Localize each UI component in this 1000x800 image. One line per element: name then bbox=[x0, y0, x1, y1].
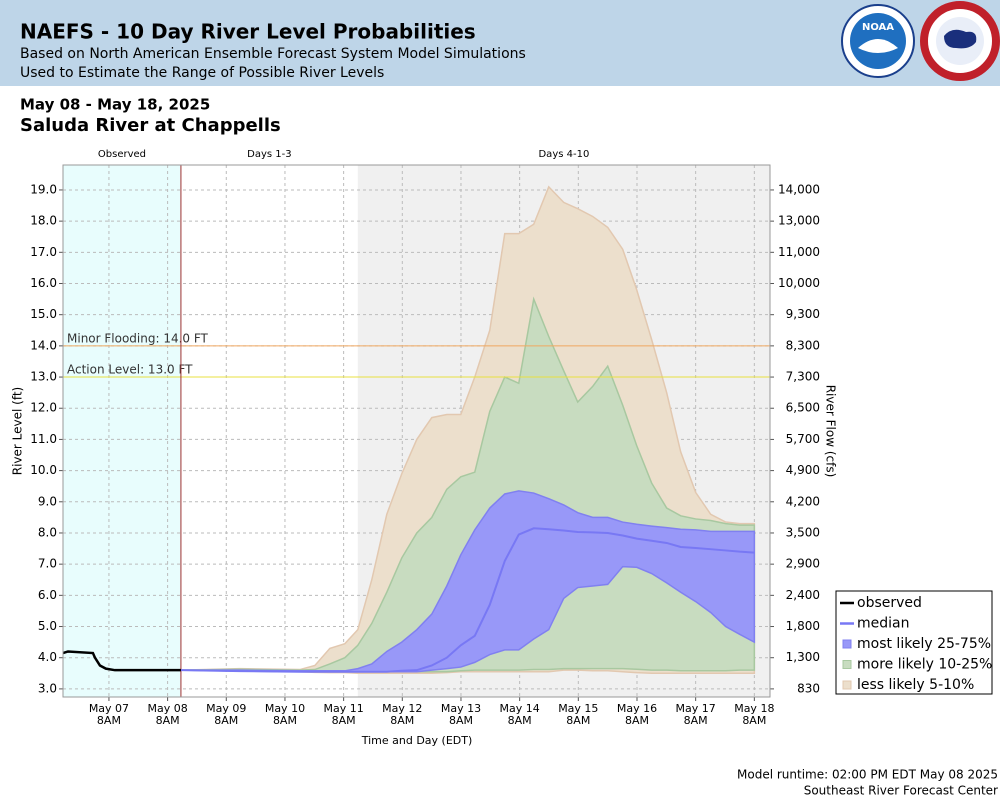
y2-tick-label: 11,000 bbox=[778, 245, 820, 259]
legend-label: median bbox=[857, 616, 909, 632]
header-subtitle: Used to Estimate the Range of Possible R… bbox=[20, 65, 384, 81]
noaa-bird bbox=[858, 39, 898, 53]
y-tick-label: 6.0 bbox=[38, 588, 57, 602]
x-tick-time: 8AM bbox=[390, 714, 414, 727]
y-tick-label: 8.0 bbox=[38, 525, 57, 539]
x-axis-title: Time and Day (EDT) bbox=[361, 734, 473, 747]
y2-tick-label: 13,000 bbox=[778, 214, 820, 228]
date-range: May 08 - May 18, 2025 bbox=[20, 96, 210, 114]
y2-tick-label: 830 bbox=[797, 681, 820, 695]
median-line bbox=[180, 527, 755, 673]
station-title: Saluda River at Chappells bbox=[20, 115, 281, 136]
y-tick-label: 7.0 bbox=[38, 557, 57, 571]
y-tick-label: 18.0 bbox=[30, 214, 57, 228]
x-tick-label: May 16 bbox=[617, 702, 657, 715]
x-tick-time: 8AM bbox=[742, 714, 766, 727]
y2-tick-label: 6,500 bbox=[786, 401, 820, 415]
legend-label: observed bbox=[857, 595, 922, 611]
x-tick-label: May 12 bbox=[382, 702, 422, 715]
plot: Observed Days 1-3 Days 4-10 3.0 830 4.0 1,300 5… bbox=[30, 149, 993, 727]
nws-cloud bbox=[944, 29, 977, 49]
x-tick-label: May 15 bbox=[558, 702, 598, 715]
x-tick-time: 8AM bbox=[684, 714, 708, 727]
noaa-logo-text: NOAA bbox=[862, 22, 894, 33]
threshold-label: Action Level: 13.0 FT bbox=[67, 363, 193, 377]
y2-tick-label: 14,000 bbox=[778, 182, 820, 196]
y-tick-label: 16.0 bbox=[30, 276, 57, 290]
observed-line bbox=[62, 650, 181, 672]
y2-tick-label: 10,000 bbox=[778, 276, 820, 290]
y2-tick-label: 2,900 bbox=[786, 557, 820, 571]
x-tick-label: May 07 bbox=[89, 702, 129, 715]
period-label: Days 4-10 bbox=[538, 149, 589, 160]
x-tick-time: 8AM bbox=[214, 714, 238, 727]
y-tick-label: 15.0 bbox=[30, 307, 57, 321]
y2-tick-label: 4,900 bbox=[786, 463, 820, 477]
y-tick-label: 10.0 bbox=[30, 463, 57, 477]
period-background bbox=[180, 165, 358, 697]
y-tick-label: 3.0 bbox=[38, 681, 57, 695]
y2-tick-label: 5,700 bbox=[786, 432, 820, 446]
y2-tick-label: 1,800 bbox=[786, 619, 820, 633]
y-axis-title: River Level (ft) bbox=[11, 387, 25, 475]
probability-band bbox=[180, 490, 756, 673]
threshold-label: Minor Flooding: 14.0 FT bbox=[67, 331, 209, 345]
y2-tick-label: 4,200 bbox=[786, 494, 820, 508]
y-tick-label: 14.0 bbox=[30, 338, 57, 352]
x-tick-label: May 14 bbox=[500, 702, 540, 715]
y-tick-label: 9.0 bbox=[38, 494, 57, 508]
y-tick-label: 5.0 bbox=[38, 619, 57, 633]
y-tick-label: 17.0 bbox=[30, 245, 57, 259]
x-tick-time: 8AM bbox=[332, 714, 356, 727]
y2-axis-title: River Flow (cfs) bbox=[824, 385, 838, 478]
legend-swatch bbox=[842, 660, 852, 669]
y-tick-label: 12.0 bbox=[30, 401, 57, 415]
legend-box bbox=[835, 590, 993, 695]
x-tick-label: May 08 bbox=[147, 702, 187, 715]
legend-label: more likely 10-25% bbox=[857, 657, 992, 673]
forecast-center: Southeast River Forecast Center bbox=[804, 784, 998, 798]
y-tick-label: 4.0 bbox=[38, 650, 57, 664]
x-tick-time: 8AM bbox=[156, 714, 180, 727]
y-tick-label: 13.0 bbox=[30, 370, 57, 384]
x-tick-time: 8AM bbox=[97, 714, 121, 727]
y2-tick-label: 2,400 bbox=[786, 588, 820, 602]
header-band bbox=[0, 0, 1000, 86]
y2-tick-label: 3,500 bbox=[786, 525, 820, 539]
x-tick-time: 8AM bbox=[625, 714, 649, 727]
x-tick-label: May 10 bbox=[265, 702, 305, 715]
period-label: Observed bbox=[98, 149, 146, 160]
x-tick-time: 8AM bbox=[566, 714, 590, 727]
x-tick-time: 8AM bbox=[508, 714, 532, 727]
y2-tick-label: 8,300 bbox=[786, 338, 820, 352]
period-label: Days 1-3 bbox=[247, 149, 291, 160]
y2-tick-label: 7,300 bbox=[786, 370, 820, 384]
legend-swatch bbox=[842, 639, 852, 649]
x-tick-label: May 17 bbox=[676, 702, 716, 715]
runtime: Model runtime: 02:00 PM EDT May 08 2025 bbox=[737, 768, 998, 782]
y-tick-label: 19.0 bbox=[30, 182, 57, 196]
y2-tick-label: 9,300 bbox=[786, 307, 820, 321]
legend-label: less likely 5-10% bbox=[857, 677, 974, 693]
header-title: NAEFS - 10 Day River Level Probabilities bbox=[20, 20, 476, 44]
x-tick-label: May 11 bbox=[324, 702, 364, 715]
header-subtitle: Based on North American Ensemble Forecas… bbox=[20, 46, 526, 62]
x-tick-time: 8AM bbox=[449, 714, 473, 727]
legend-label: most likely 25-75% bbox=[857, 636, 991, 652]
x-tick-label: May 18 bbox=[734, 702, 774, 715]
x-tick-time: 8AM bbox=[273, 714, 297, 727]
period-background bbox=[63, 165, 181, 697]
x-tick-label: May 09 bbox=[206, 702, 246, 715]
x-tick-label: May 13 bbox=[441, 702, 481, 715]
legend-swatch bbox=[842, 680, 852, 690]
y-tick-label: 11.0 bbox=[30, 432, 57, 446]
plot-frame bbox=[62, 164, 771, 698]
y2-tick-label: 1,300 bbox=[786, 650, 820, 664]
